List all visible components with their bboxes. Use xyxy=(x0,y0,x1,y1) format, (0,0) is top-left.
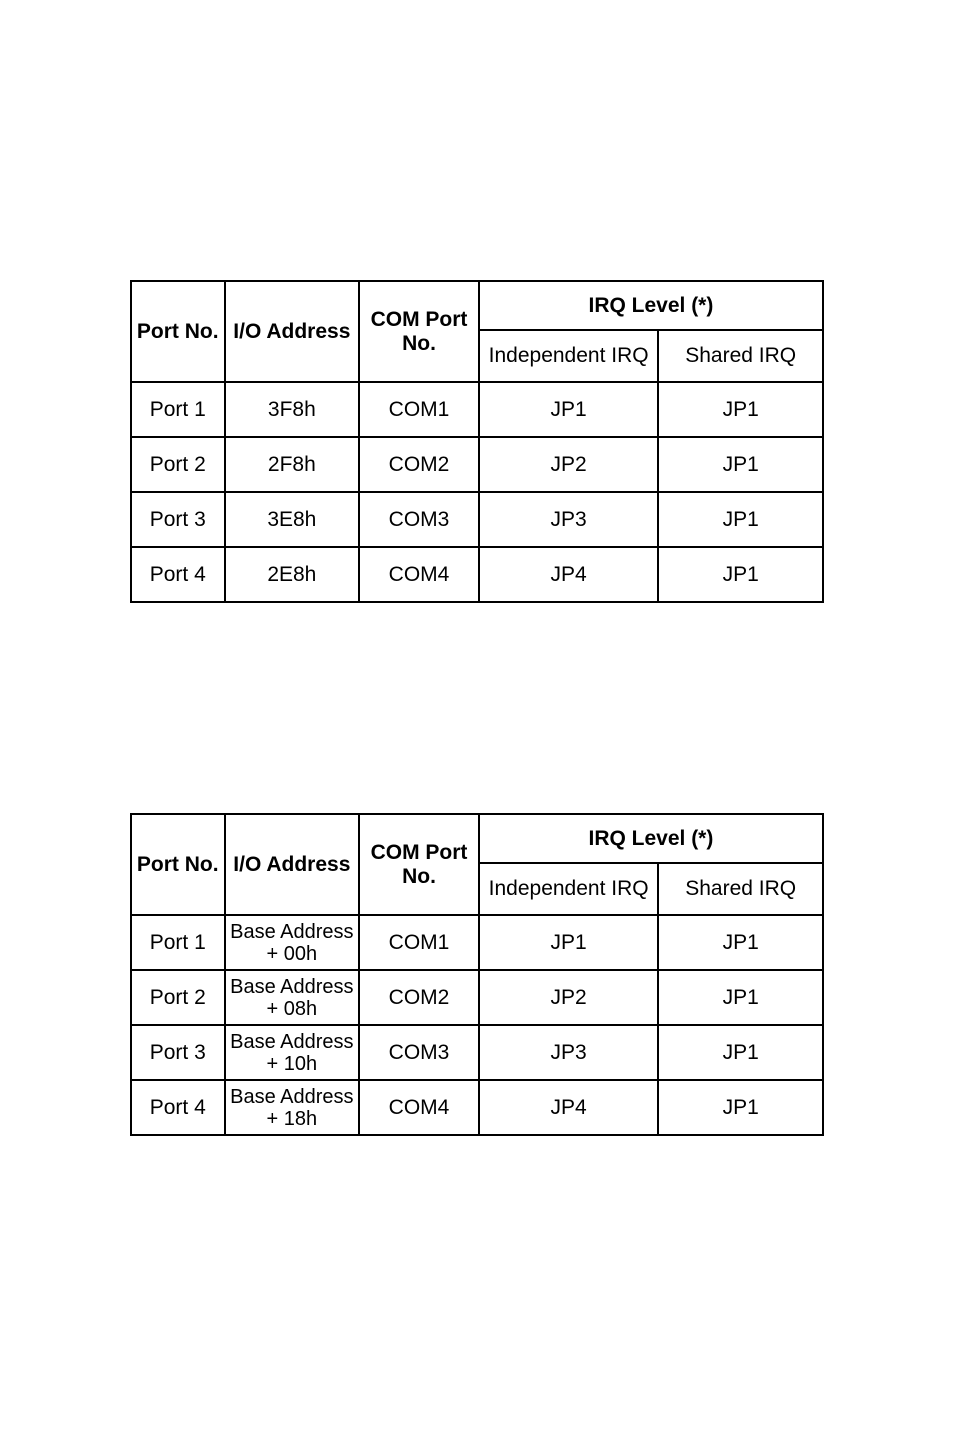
cell-ind: JP1 xyxy=(479,915,659,970)
table2-row: Port 1 Base Address + 00h COM1 JP1 JP1 xyxy=(131,915,823,970)
cell-io: Base Address + 08h xyxy=(225,970,360,1025)
cell-com: COM2 xyxy=(359,970,479,1025)
cell-port: Port 3 xyxy=(131,1025,225,1080)
cell-ind: JP3 xyxy=(479,492,659,547)
table2-wrap: Port No. I/O Address COM Port No. IRQ Le… xyxy=(130,813,824,1136)
cell-io: 3E8h xyxy=(225,492,360,547)
cell-com: COM4 xyxy=(359,547,479,602)
th-irq-level: IRQ Level (*) xyxy=(479,281,823,330)
th-com-port-l1: COM Port xyxy=(371,841,468,864)
th-io-address: I/O Address xyxy=(225,814,360,915)
cell-ind: JP4 xyxy=(479,1080,659,1135)
cell-io-l1: Base Address xyxy=(230,976,353,998)
cell-com: COM3 xyxy=(359,1025,479,1080)
table2-row: Port 3 Base Address + 10h COM3 JP3 JP1 xyxy=(131,1025,823,1080)
cell-com: COM1 xyxy=(359,915,479,970)
cell-io-l1: Base Address xyxy=(230,1086,353,1108)
table2-row: Port 2 Base Address + 08h COM2 JP2 JP1 xyxy=(131,970,823,1025)
table1: Port No. I/O Address COM Port No. IRQ Le… xyxy=(130,280,824,603)
th-com-port: COM Port No. xyxy=(359,814,479,915)
cell-ind: JP1 xyxy=(479,382,659,437)
table2-header-row1: Port No. I/O Address COM Port No. IRQ Le… xyxy=(131,814,823,863)
cell-sh: JP1 xyxy=(658,1080,823,1135)
cell-io-l1: Base Address xyxy=(230,921,353,943)
th-port-no: Port No. xyxy=(131,814,225,915)
cell-io: 2E8h xyxy=(225,547,360,602)
cell-io: 3F8h xyxy=(225,382,360,437)
th-independent-irq: Independent IRQ xyxy=(479,330,659,382)
cell-io-l2: + 18h xyxy=(267,1108,318,1130)
cell-sh: JP1 xyxy=(658,437,823,492)
cell-sh: JP1 xyxy=(658,915,823,970)
table1-row: Port 4 2E8h COM4 JP4 JP1 xyxy=(131,547,823,602)
table1-row: Port 1 3F8h COM1 JP1 JP1 xyxy=(131,382,823,437)
th-shared-irq: Shared IRQ xyxy=(658,330,823,382)
cell-io: 2F8h xyxy=(225,437,360,492)
page: Port No. I/O Address COM Port No. IRQ Le… xyxy=(0,0,954,1434)
cell-ind: JP3 xyxy=(479,1025,659,1080)
cell-port: Port 4 xyxy=(131,1080,225,1135)
cell-sh: JP1 xyxy=(658,547,823,602)
cell-com: COM2 xyxy=(359,437,479,492)
cell-io: Base Address + 00h xyxy=(225,915,360,970)
cell-sh: JP1 xyxy=(658,382,823,437)
cell-port: Port 4 xyxy=(131,547,225,602)
cell-sh: JP1 xyxy=(658,970,823,1025)
table2: Port No. I/O Address COM Port No. IRQ Le… xyxy=(130,813,824,1136)
cell-port: Port 2 xyxy=(131,437,225,492)
cell-ind: JP2 xyxy=(479,970,659,1025)
th-irq-level: IRQ Level (*) xyxy=(479,814,823,863)
cell-port: Port 1 xyxy=(131,915,225,970)
table2-row: Port 4 Base Address + 18h COM4 JP4 JP1 xyxy=(131,1080,823,1135)
cell-port: Port 3 xyxy=(131,492,225,547)
table1-wrap: Port No. I/O Address COM Port No. IRQ Le… xyxy=(130,280,824,603)
th-com-port-l2: No. xyxy=(402,865,436,888)
th-com-port-l2: No. xyxy=(402,332,436,355)
cell-ind: JP4 xyxy=(479,547,659,602)
cell-ind: JP2 xyxy=(479,437,659,492)
cell-com: COM4 xyxy=(359,1080,479,1135)
th-independent-irq: Independent IRQ xyxy=(479,863,659,915)
th-shared-irq: Shared IRQ xyxy=(658,863,823,915)
table1-row: Port 3 3E8h COM3 JP3 JP1 xyxy=(131,492,823,547)
cell-sh: JP1 xyxy=(658,492,823,547)
th-com-port-l1: COM Port xyxy=(371,308,468,331)
table1-header-row1: Port No. I/O Address COM Port No. IRQ Le… xyxy=(131,281,823,330)
cell-com: COM1 xyxy=(359,382,479,437)
cell-io-l2: + 10h xyxy=(267,1053,318,1075)
cell-io-l1: Base Address xyxy=(230,1031,353,1053)
cell-port: Port 2 xyxy=(131,970,225,1025)
cell-com: COM3 xyxy=(359,492,479,547)
th-com-port: COM Port No. xyxy=(359,281,479,382)
th-port-no: Port No. xyxy=(131,281,225,382)
th-io-address: I/O Address xyxy=(225,281,360,382)
cell-port: Port 1 xyxy=(131,382,225,437)
cell-io-l2: + 08h xyxy=(267,998,318,1020)
cell-sh: JP1 xyxy=(658,1025,823,1080)
table-gap xyxy=(0,603,954,813)
cell-io: Base Address + 18h xyxy=(225,1080,360,1135)
cell-io-l2: + 00h xyxy=(267,943,318,965)
table1-row: Port 2 2F8h COM2 JP2 JP1 xyxy=(131,437,823,492)
cell-io: Base Address + 10h xyxy=(225,1025,360,1080)
